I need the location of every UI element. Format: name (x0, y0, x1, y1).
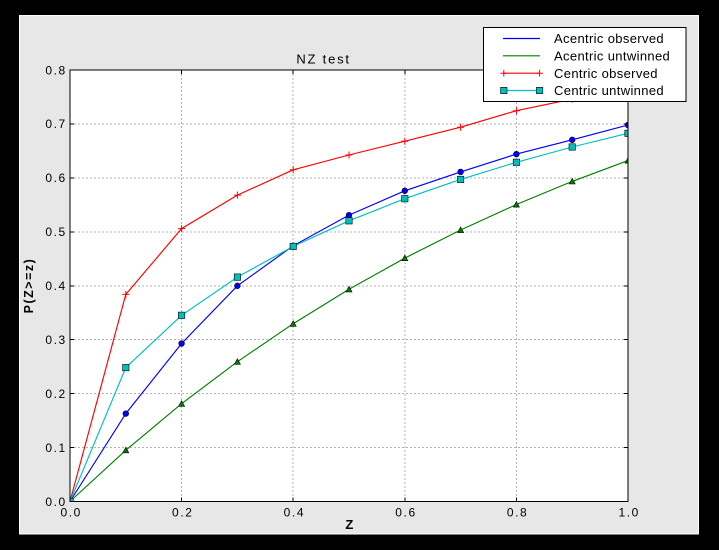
svg-text:0.5: 0.5 (45, 225, 66, 239)
svg-text:0.6: 0.6 (395, 505, 416, 519)
svg-text:Acentric observed: Acentric observed (554, 31, 664, 46)
svg-text:1.0: 1.0 (618, 505, 639, 519)
svg-text:Centric observed: Centric observed (554, 66, 658, 81)
svg-text:NZ test: NZ test (296, 52, 351, 67)
svg-text:0.0: 0.0 (45, 495, 66, 509)
svg-text:Acentric untwinned: Acentric untwinned (554, 48, 670, 63)
svg-text:0.4: 0.4 (45, 279, 66, 293)
svg-text:0.7: 0.7 (45, 117, 66, 131)
svg-text:0.8: 0.8 (507, 505, 528, 519)
svg-text:Centric untwinned: Centric untwinned (554, 83, 664, 98)
svg-text:0.6: 0.6 (45, 171, 66, 185)
svg-text:0.8: 0.8 (45, 63, 66, 77)
svg-text:P(Z>=z): P(Z>=z) (22, 258, 36, 314)
svg-text:0.0: 0.0 (60, 505, 81, 519)
svg-text:Z: Z (345, 517, 353, 532)
svg-text:0.1: 0.1 (45, 441, 66, 455)
svg-text:0.4: 0.4 (284, 505, 305, 519)
svg-text:0.2: 0.2 (45, 387, 66, 401)
svg-text:0.3: 0.3 (45, 333, 66, 347)
svg-text:0.2: 0.2 (172, 505, 193, 519)
